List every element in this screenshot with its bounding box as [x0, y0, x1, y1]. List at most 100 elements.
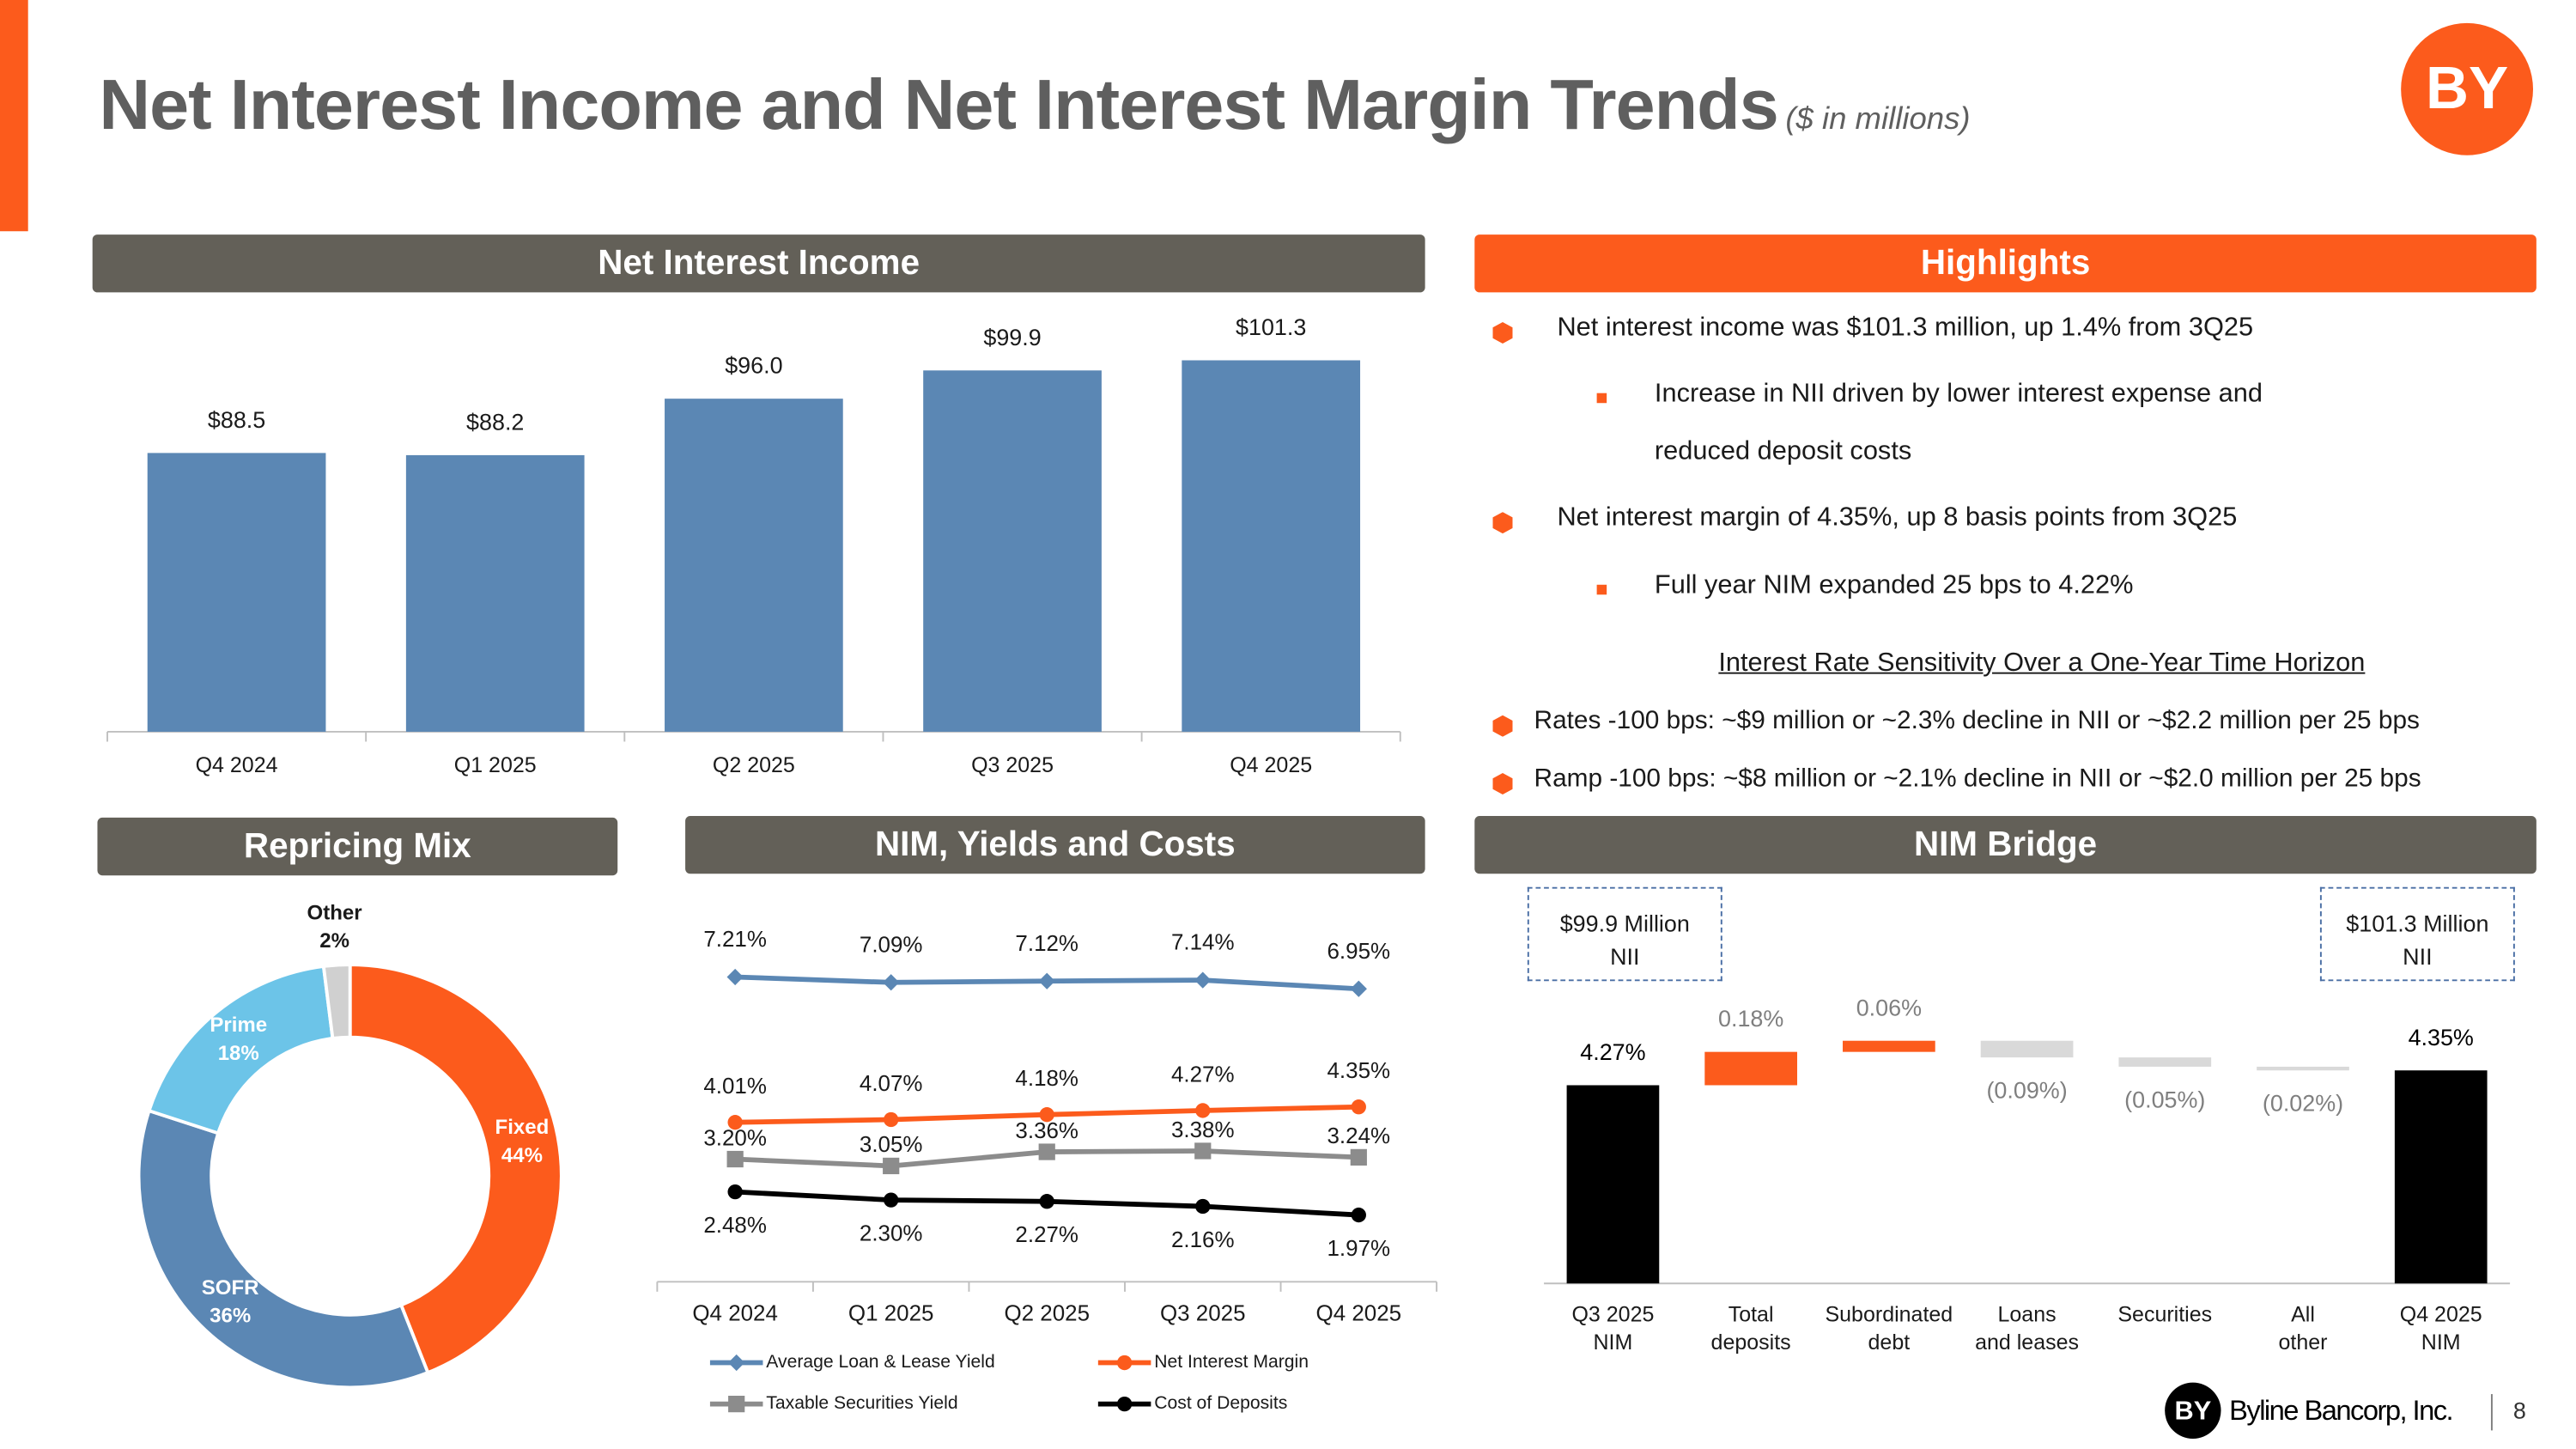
- value-label: 4.35%: [1327, 1057, 1391, 1083]
- footer-logo: [2165, 1382, 2221, 1439]
- sub-bullet-icon: [1596, 393, 1607, 404]
- slice-value: 44%: [501, 1144, 543, 1167]
- x-tick-label: Q1 2025: [454, 753, 537, 777]
- value-label: 7.21%: [703, 926, 767, 952]
- delta-bar: [2257, 1066, 2349, 1071]
- value-label: 2.16%: [1171, 1227, 1235, 1252]
- point: [1350, 980, 1367, 997]
- point: [1038, 1143, 1055, 1160]
- value-label: $96.0: [725, 353, 782, 379]
- x-tick-label: Q4 2024: [692, 1300, 778, 1326]
- x-tick-label: All other: [2278, 1301, 2328, 1355]
- legend-marker: [1116, 1396, 1133, 1412]
- total-bar: [1566, 1085, 1660, 1284]
- value-label: 4.27%: [1171, 1061, 1235, 1087]
- bullet-icon: [1492, 322, 1513, 344]
- donut-slice: [348, 963, 563, 1375]
- bar: [1182, 360, 1361, 732]
- value-label: 3.05%: [860, 1131, 923, 1157]
- point: [1350, 1148, 1367, 1166]
- point: [1039, 1194, 1054, 1209]
- page-subtitle: ($ in millions): [1785, 102, 1971, 137]
- highlight-item: Net interest income was $101.3 million, …: [1557, 314, 2254, 343]
- footer-logo-text: BY: [2174, 1395, 2211, 1425]
- delta-bar: [1704, 1051, 1797, 1086]
- annotation-box: $99.9 Million NII: [1527, 886, 1722, 982]
- logo-text: BY: [2426, 54, 2508, 121]
- slice-label: SOFR: [202, 1276, 259, 1300]
- value-label: 3.20%: [703, 1124, 767, 1150]
- point: [1351, 1099, 1366, 1115]
- total-bar: [2394, 1070, 2488, 1284]
- point: [726, 1150, 744, 1168]
- section-header: Repricing Mix: [97, 817, 618, 876]
- value-label: (0.05%): [2124, 1087, 2205, 1112]
- x-tick-label: Q3 2025: [971, 753, 1054, 777]
- annotation-box: $101.3 Million NII: [2319, 886, 2515, 982]
- section-header: Highlights: [1474, 234, 2537, 293]
- bar: [147, 453, 326, 732]
- x-tick-label: Q4 2024: [196, 753, 278, 777]
- point: [1039, 1107, 1054, 1123]
- x-tick-label: Q4 2025: [1230, 753, 1312, 777]
- value-label: 3.24%: [1327, 1123, 1391, 1148]
- legend-marker: [728, 1354, 745, 1372]
- point: [727, 1115, 743, 1130]
- footer-company: Byline Bancorp, Inc.: [2229, 1394, 2452, 1426]
- page-number: 8: [2513, 1397, 2526, 1423]
- highlight-subitem: Full year NIM expanded 25 bps to 4.22%: [1654, 571, 2134, 600]
- point: [1038, 972, 1055, 989]
- section-header: NIM, Yields and Costs: [685, 816, 1425, 874]
- value-label: (0.02%): [2263, 1091, 2343, 1117]
- x-tick-label: Q2 2025: [1004, 1300, 1090, 1326]
- sensitivity-item: Rates -100 bps: ~$9 million or ~2.3% dec…: [1534, 707, 2420, 735]
- value-label: 4.01%: [703, 1073, 767, 1099]
- point: [883, 1157, 900, 1175]
- value-label: 4.27%: [1580, 1039, 1645, 1065]
- x-tick-label: Total deposits: [1710, 1301, 1791, 1355]
- x-tick-label: Q3 2025: [1160, 1300, 1246, 1326]
- x-tick-label: Securities: [2117, 1301, 2213, 1327]
- legend-marker: [1116, 1355, 1133, 1371]
- sub-bullet-icon: [1596, 584, 1607, 595]
- legend-label: Cost of Deposits: [1154, 1393, 1287, 1413]
- highlight-item: Net interest margin of 4.35%, up 8 basis…: [1557, 503, 2238, 533]
- bullet-icon: [1492, 512, 1513, 534]
- delta-bar: [1843, 1040, 1935, 1052]
- x-tick-label: Loans and leases: [1975, 1301, 2080, 1355]
- value-label: 4.35%: [2409, 1025, 2474, 1050]
- x-tick-label: Q4 2025 NIM: [2399, 1301, 2482, 1355]
- bar: [665, 399, 843, 732]
- point: [1194, 1142, 1212, 1160]
- slice-label: Prime: [210, 1014, 267, 1037]
- value-label: 4.07%: [860, 1070, 923, 1096]
- value-label: 1.97%: [1327, 1235, 1391, 1261]
- logo: [2401, 22, 2533, 155]
- value-label: 7.12%: [1015, 930, 1078, 956]
- point: [884, 1111, 899, 1128]
- slice-value: 2%: [319, 929, 349, 953]
- value-label: (0.09%): [1986, 1078, 2067, 1104]
- point: [1195, 1103, 1211, 1118]
- value-label: $101.3: [1236, 314, 1306, 340]
- point: [1194, 971, 1212, 989]
- accent-bar: [0, 0, 28, 232]
- highlight-subitem: Increase in NII driven by lower interest…: [1654, 380, 2263, 466]
- point: [883, 974, 900, 991]
- legend-label: Average Loan & Lease Yield: [766, 1352, 994, 1372]
- x-tick-label: Subordinated debt: [1825, 1301, 1953, 1355]
- donut-slice: [321, 963, 352, 1041]
- sensitivity-item: Ramp -100 bps: ~$8 million or ~2.1% decl…: [1534, 764, 2421, 794]
- x-tick-label: Q3 2025 NIM: [1571, 1301, 1655, 1355]
- value-label: 2.27%: [1015, 1221, 1078, 1247]
- value-label: 3.36%: [1015, 1117, 1078, 1143]
- slice-value: 18%: [218, 1042, 259, 1065]
- point: [1351, 1207, 1366, 1223]
- donut-slice: [137, 1108, 430, 1390]
- slice-label: Fixed: [495, 1116, 550, 1139]
- point: [726, 968, 744, 986]
